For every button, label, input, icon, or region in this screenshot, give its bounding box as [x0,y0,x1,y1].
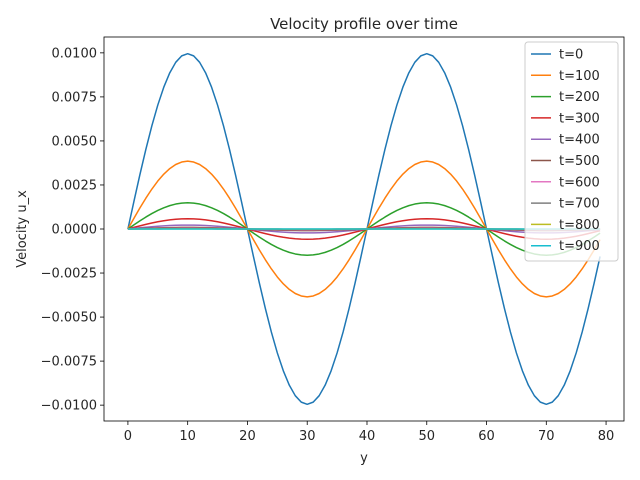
y-tick-label: −0.0075 [41,355,97,370]
x-tick-label: 70 [538,429,555,444]
x-tick-label: 40 [359,429,376,444]
x-axis-label: y [360,451,368,466]
legend-label: t=400 [559,133,600,148]
x-tick-label: 30 [299,429,316,444]
x-tick-label: 0 [124,429,132,444]
y-axis-label: Velocity u_x [15,190,30,268]
series-line-t-200 [127,202,601,256]
y-tick-label: −0.0025 [41,267,97,282]
legend-label: t=700 [559,197,600,212]
y-tick-label: −0.0100 [41,399,97,414]
x-tick-label: 50 [418,429,435,444]
y-tick-label: 0.0100 [52,46,98,61]
legend-label: t=900 [559,239,600,254]
legend-label: t=200 [559,90,600,105]
series-line-t-100 [127,160,601,298]
x-tick-label: 80 [598,429,615,444]
y-tick-label: −0.0050 [41,311,97,326]
y-tick-label: 0.0075 [52,90,98,105]
legend-label: t=0 [559,48,583,63]
legend: t=0 t=100 t=200 t=300 t=400 t=500 t=600 t=700 t=… [524,41,619,262]
x-tick-label: 10 [179,429,196,444]
legend-label: t=500 [559,154,600,169]
x-tick-label: 60 [478,429,495,444]
legend-label: t=600 [559,175,600,190]
series-line-t-0 [127,52,601,406]
legend-label: t=100 [559,69,600,84]
y-tick-label: 0.0025 [52,178,98,193]
y-tick-label: 0.0000 [52,223,98,238]
y-tick-label: 0.0050 [52,134,98,149]
legend-label: t=300 [559,111,600,126]
y-axis: 0.0100 0.0075 0.0050 0.0025 0.0000 −0.0025 −0.… [41,46,104,414]
x-axis: 0 10 20 30 40 50 60 70 80 [124,421,615,444]
legend-label: t=800 [559,218,600,233]
x-tick-label: 20 [239,429,256,444]
chart-title: Velocity profile over time [270,15,458,33]
